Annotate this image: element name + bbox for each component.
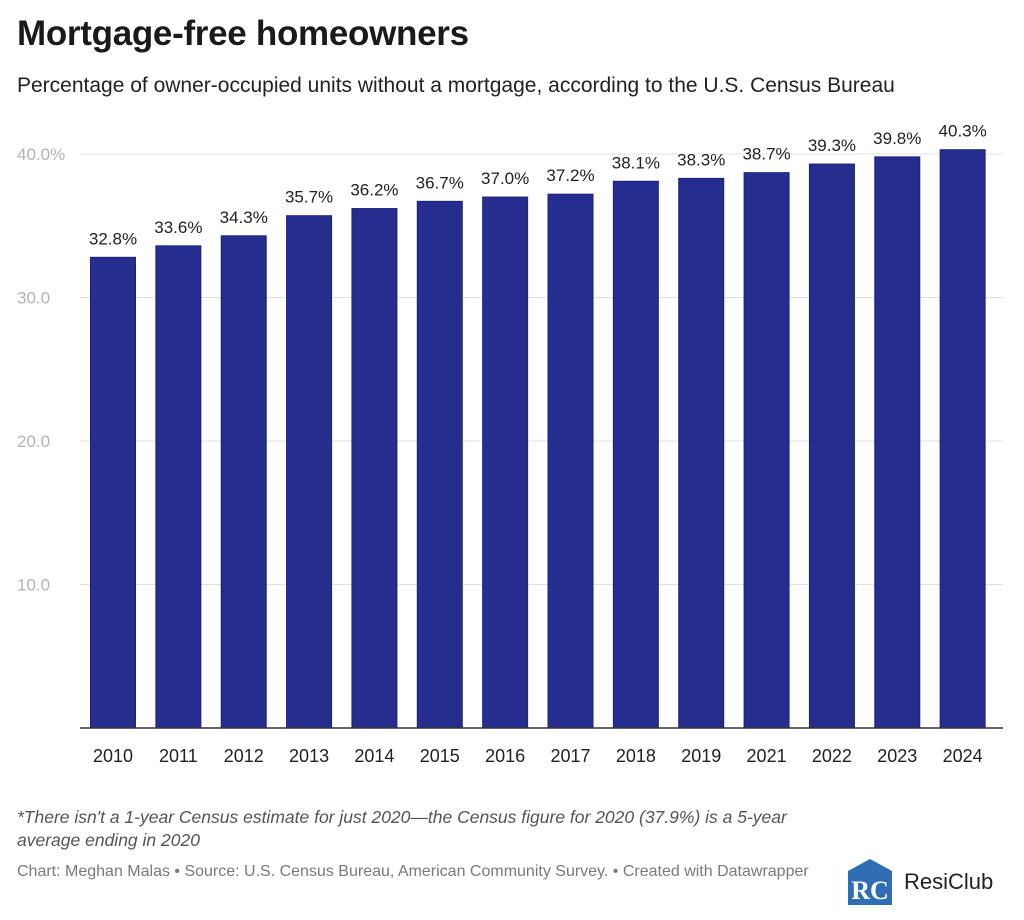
resiclub-logo: RC ResiClub	[846, 855, 1016, 909]
x-tick-label: 2018	[616, 746, 656, 766]
bar	[678, 177, 725, 729]
footnote: *There isn't a 1-year Census estimate fo…	[17, 807, 787, 850]
y-tick-label: 30.0	[17, 289, 50, 308]
data-label: 39.3%	[808, 136, 856, 155]
data-label: 33.6%	[154, 218, 202, 237]
bar	[220, 235, 267, 729]
chart-title: Mortgage-free homeowners	[17, 14, 469, 53]
data-label: 38.3%	[677, 150, 725, 169]
data-label: 35.7%	[285, 188, 333, 207]
x-tick-label: 2016	[485, 746, 525, 766]
bar	[743, 172, 790, 729]
x-tick-label: 2015	[420, 746, 460, 766]
x-tick-label: 2012	[224, 746, 264, 766]
bar	[286, 215, 333, 729]
bar-chart: 10.0 20.0 30.0 40.0% 32.8% 2010 33.6% 2011 34.3%…	[17, 122, 1003, 766]
bar	[808, 163, 855, 729]
x-tick-label: 2010	[93, 746, 133, 766]
bar	[351, 208, 398, 729]
x-tick-label: 2014	[354, 746, 394, 766]
resiclub-logo-mark: RC	[848, 859, 892, 905]
logo-initials: RC	[851, 876, 889, 905]
x-tick-label: 2013	[289, 746, 329, 766]
bar	[612, 180, 659, 729]
bar	[874, 156, 921, 729]
data-label: 37.0%	[481, 169, 529, 188]
x-tick-label: 2017	[550, 746, 590, 766]
x-tick-label: 2011	[159, 746, 198, 766]
bar	[939, 149, 986, 729]
x-tick-label: 2021	[747, 746, 787, 766]
data-label: 32.8%	[89, 229, 137, 248]
x-tick-label: 2019	[681, 746, 721, 766]
source-credits: Chart: Meghan Malas • Source: U.S. Censu…	[17, 863, 809, 880]
bar	[416, 200, 463, 729]
bar	[90, 256, 136, 729]
y-tick-label: 10.0	[17, 576, 50, 595]
x-tick-label: 2024	[943, 746, 983, 766]
data-label: 36.7%	[416, 173, 464, 192]
logo-text: ResiClub	[904, 869, 994, 894]
bar	[482, 196, 529, 729]
x-tick-label: 2023	[877, 746, 917, 766]
y-tick-label: 20.0	[17, 432, 50, 451]
bar	[547, 193, 594, 729]
y-tick-label: 40.0%	[17, 145, 65, 164]
data-label: 38.1%	[612, 153, 660, 172]
data-label: 40.3%	[939, 122, 987, 141]
bar	[155, 245, 202, 729]
data-label: 38.7%	[742, 145, 790, 164]
data-label: 37.2%	[546, 166, 594, 185]
data-label: 39.8%	[873, 129, 921, 148]
data-label: 34.3%	[220, 208, 268, 227]
chart-subtitle: Percentage of owner-occupied units witho…	[17, 74, 895, 97]
x-tick-label: 2022	[812, 746, 852, 766]
data-label: 36.2%	[350, 181, 398, 200]
